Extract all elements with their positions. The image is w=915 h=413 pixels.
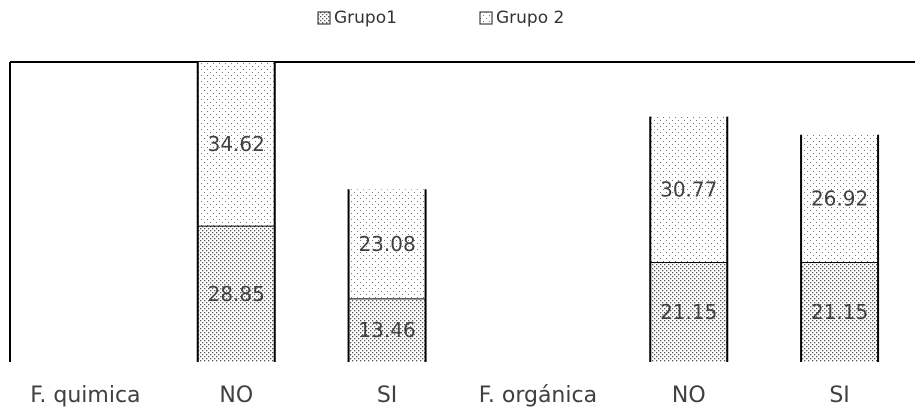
data-label-2-3: 23.08 xyxy=(358,232,415,256)
bar-2-5 xyxy=(650,116,728,263)
x-tick-label-5: NO xyxy=(672,383,706,408)
legend-swatch-1 xyxy=(317,11,331,25)
bar-2-2 xyxy=(197,62,275,226)
x-tick-label-3: SI xyxy=(377,383,397,408)
bars: 28.85 34.62 13.46 23.08 21.15 30.77 21.15 26.92 xyxy=(196,62,880,362)
plot-frame xyxy=(9,61,915,362)
x-tick-label-1: F. quimica xyxy=(30,383,140,408)
data-label-1-6: 21.15 xyxy=(811,300,868,324)
x-tick-label-2: NO xyxy=(219,383,253,408)
legend-swatch-2 xyxy=(479,11,493,25)
bar-2-6 xyxy=(801,134,879,263)
data-label-2-5: 30.77 xyxy=(660,177,717,201)
data-label-1-5: 21.15 xyxy=(660,300,717,324)
data-label-2-6: 26.92 xyxy=(811,186,868,210)
data-label-2-2: 34.62 xyxy=(208,132,265,156)
data-label-1-2: 28.85 xyxy=(208,282,265,306)
bar-1-2 xyxy=(197,225,275,362)
bar-1-6 xyxy=(801,262,879,362)
x-tick-label-4: F. orgánica xyxy=(479,383,597,408)
legend: Grupo1 Grupo 2 xyxy=(317,8,564,28)
x-axis-tick-labels: F. quimica NO SI F. orgánica NO SI xyxy=(30,383,850,408)
legend-label-1: Grupo1 xyxy=(334,8,397,28)
legend-label-2: Grupo 2 xyxy=(496,8,564,28)
bar-1-5 xyxy=(650,262,728,362)
bar-2-3 xyxy=(348,189,426,299)
bar-1-3 xyxy=(348,298,426,362)
data-label-1-3: 13.46 xyxy=(358,318,415,342)
x-tick-label-6: SI xyxy=(829,383,849,408)
